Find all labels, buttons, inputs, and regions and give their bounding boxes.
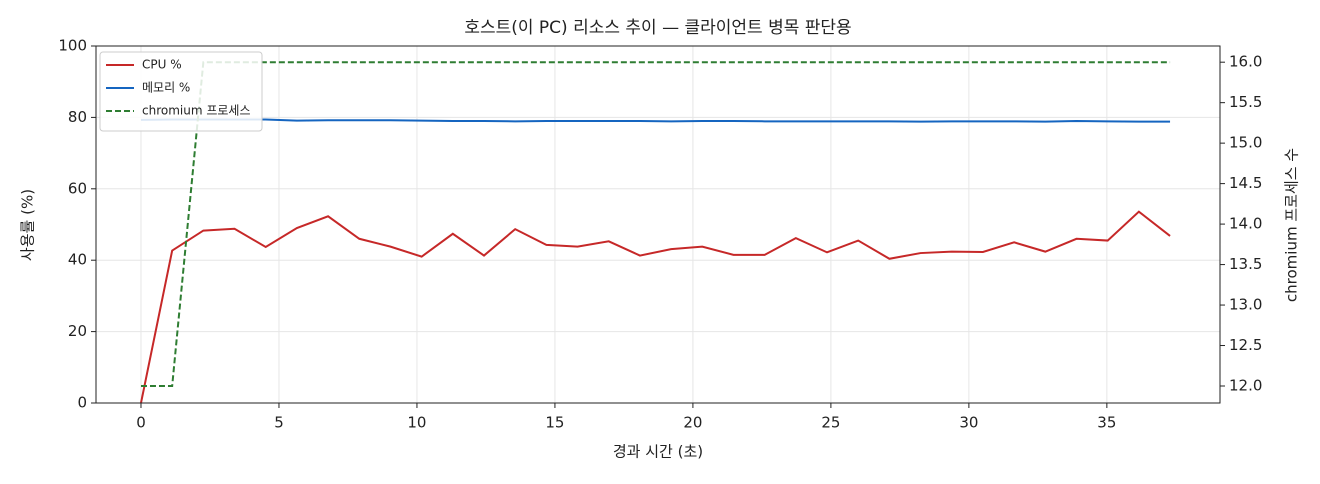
x-tick-label: 20 — [683, 414, 702, 432]
legend-label: 메모리 % — [142, 81, 190, 95]
chart-title: 호스트(이 PC) 리소스 추이 — 클라이언트 병목 판단용 — [464, 18, 851, 38]
x-tick-label: 30 — [959, 414, 978, 432]
series-line — [140, 210, 1171, 404]
legend-label: chromium 프로세스 — [142, 104, 251, 118]
legend-box — [99, 51, 263, 132]
y2-axis-label: chromium 프로세스 수 — [1283, 148, 1301, 302]
y2-tick-label: 13.0 — [1229, 296, 1262, 314]
y-axis-label: 사용률 (%) — [19, 189, 37, 261]
x-tick-label: 15 — [545, 414, 564, 432]
x-tick-label: 10 — [407, 414, 426, 432]
y-tick-label: 0 — [77, 394, 87, 412]
legend-label: CPU % — [142, 58, 182, 72]
y2-tick-label: 16.0 — [1229, 53, 1262, 71]
y2-tick-label: 14.5 — [1229, 174, 1262, 192]
y-tick-label: 20 — [68, 322, 87, 340]
y-tick-label: 100 — [58, 37, 87, 55]
y2-tick-label: 12.5 — [1229, 336, 1262, 354]
series-line — [140, 61, 1171, 387]
x-tick-label: 25 — [821, 414, 840, 432]
y2-tick-label: 12.0 — [1229, 377, 1262, 395]
legend: CPU % 메모리 % chromium 프로세스 — [99, 51, 263, 132]
y-tick-label: 40 — [68, 251, 87, 269]
y2-tick-label: 14.0 — [1229, 215, 1262, 233]
y2-tick-label: 15.5 — [1229, 93, 1262, 111]
plot-frame — [95, 45, 1221, 404]
y-tick-label: 80 — [68, 108, 87, 126]
x-axis-label: 경과 시간 (초) — [613, 443, 703, 461]
series-line — [140, 118, 1171, 123]
x-tick-label: 35 — [1097, 414, 1116, 432]
y2-tick-label: 13.5 — [1229, 255, 1262, 273]
y2-tick-label: 15.0 — [1229, 134, 1262, 152]
x-tick-label: 0 — [136, 414, 146, 432]
y-tick-label: 60 — [68, 179, 87, 197]
x-tick-label: 5 — [274, 414, 284, 432]
